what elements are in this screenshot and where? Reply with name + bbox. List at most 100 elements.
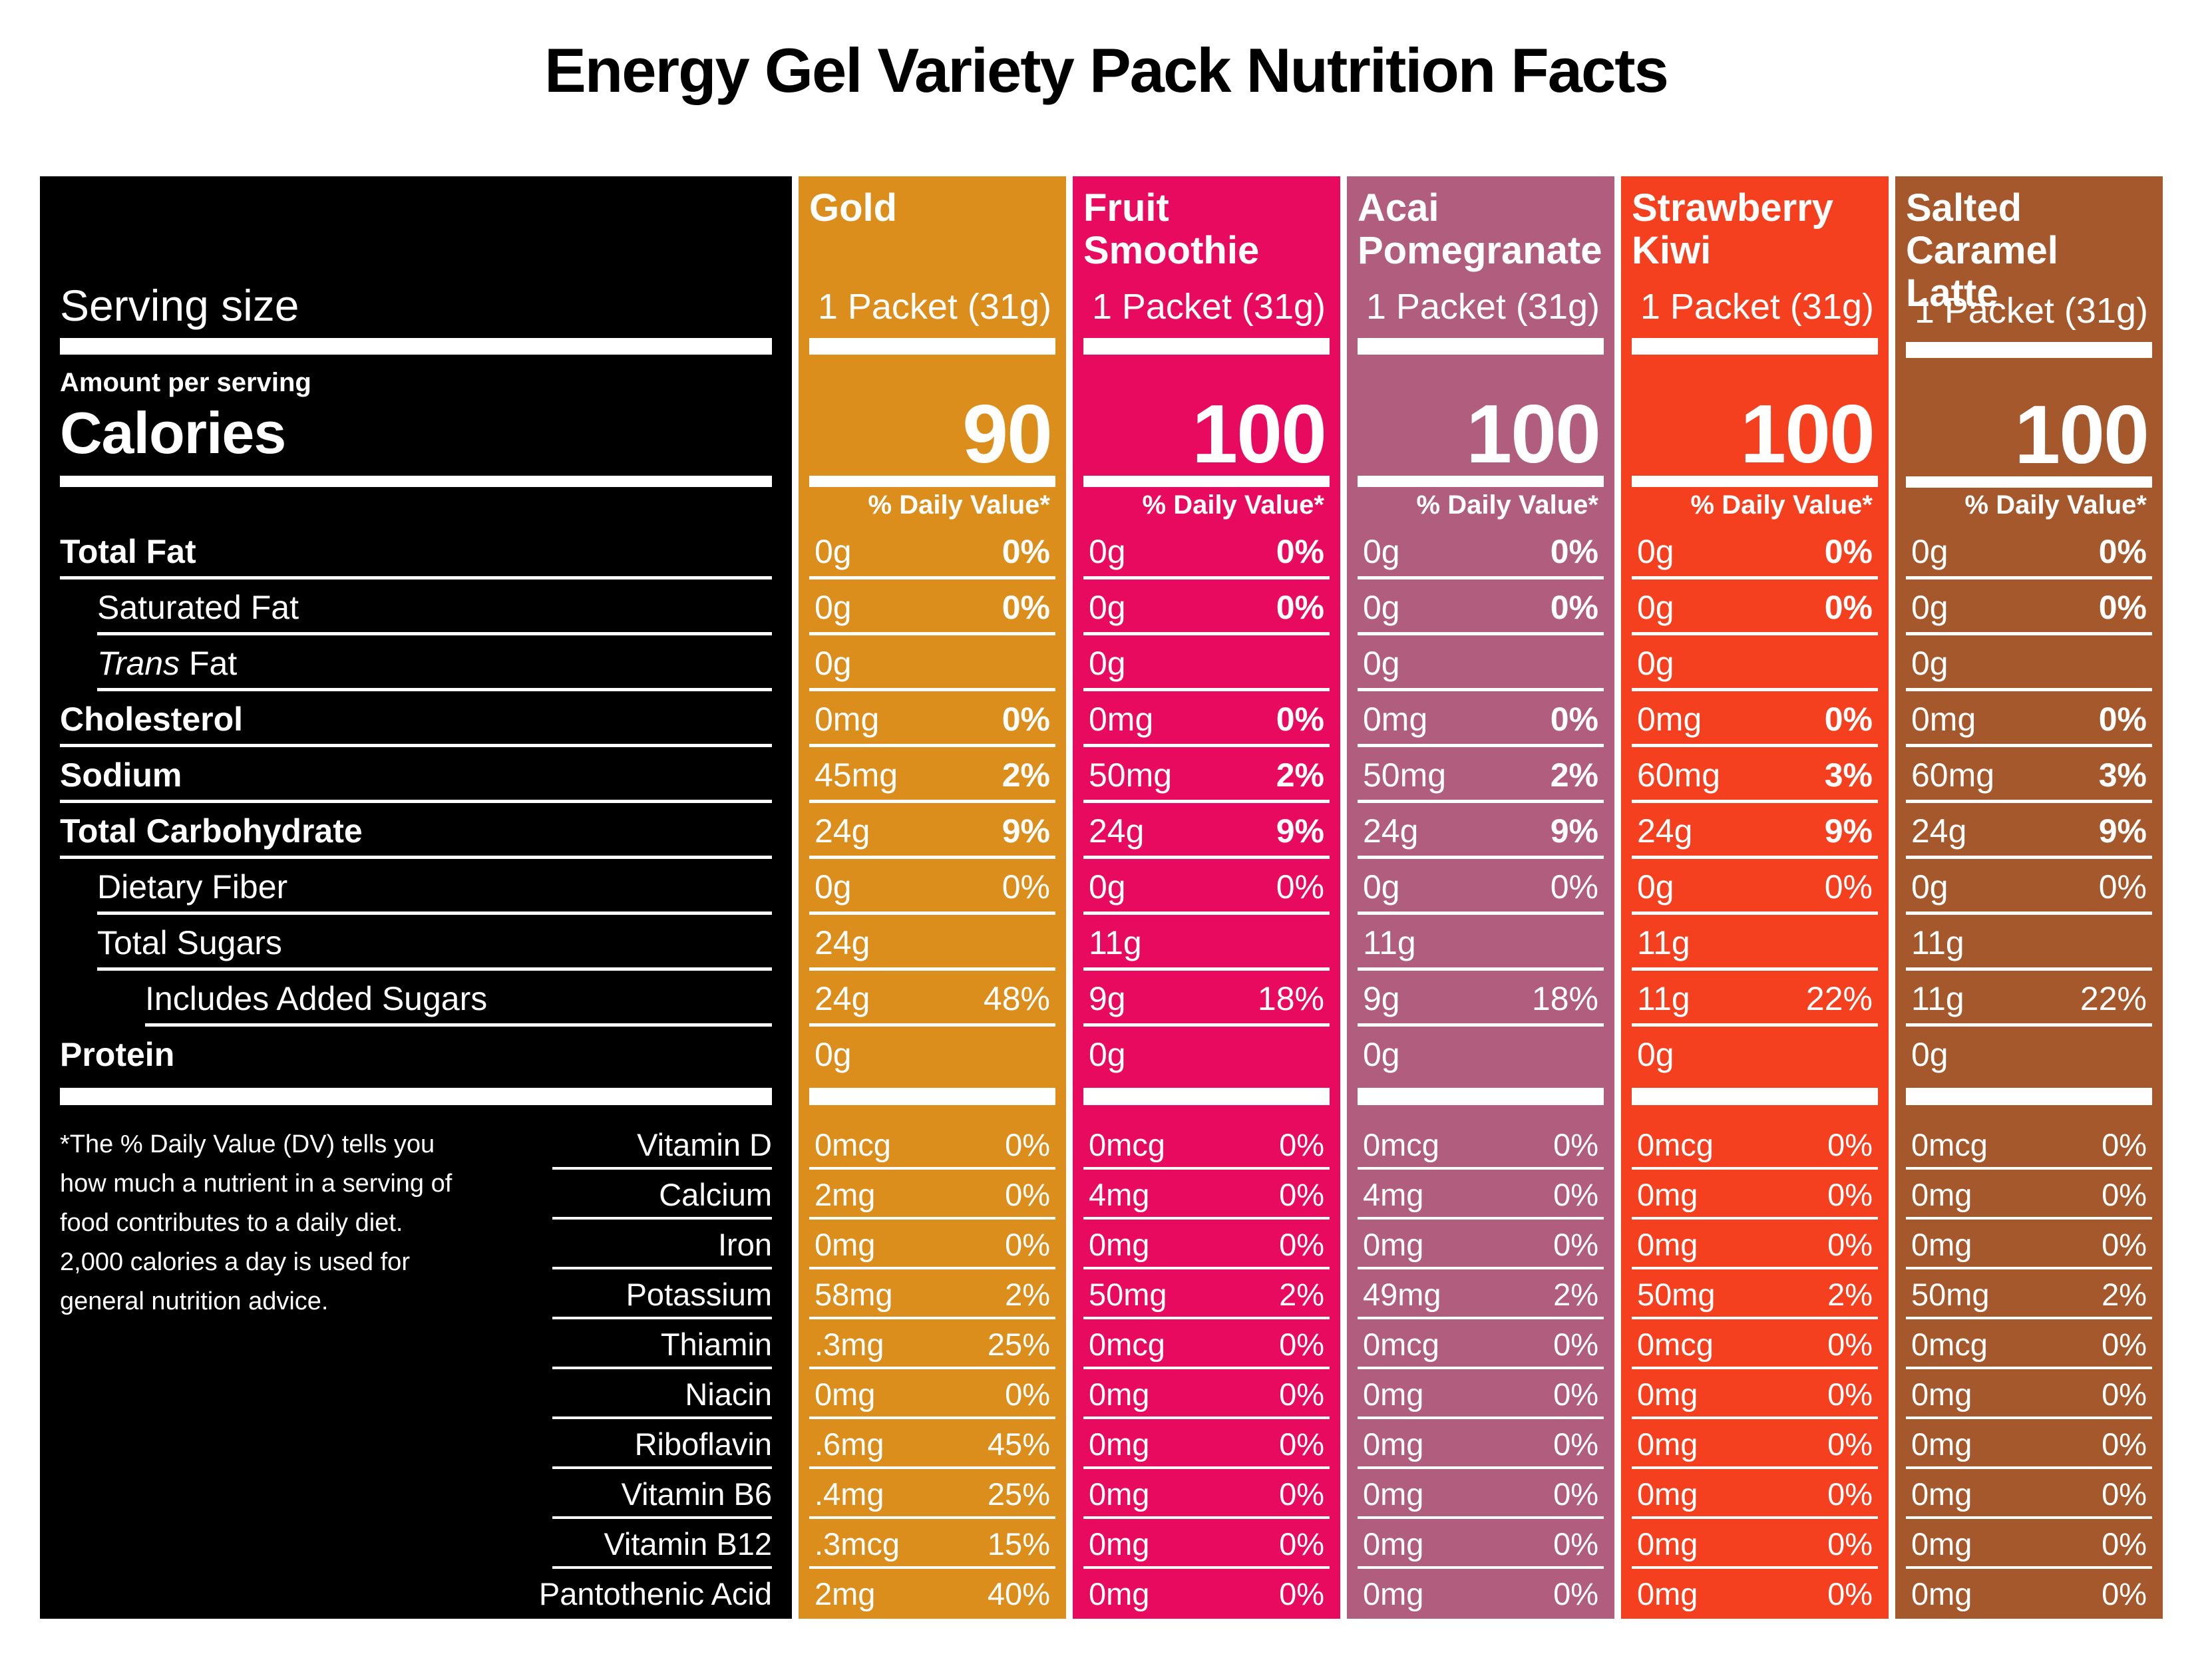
vitamin-amount: 0mg [1911,1377,1972,1412]
flavor-column-gold: Gold 1 Packet (31g) 90% Daily Value* 0g 0% 0g… [799,176,1066,1619]
nutrient-row: 0mg 0% [809,691,1055,747]
vitamin-row: 4mg 0% [1083,1170,1330,1220]
vitamin-amount: 0mcg [1089,1127,1165,1162]
nutrient-row: 0g 0% [1083,859,1330,915]
vitamin-daily-value: 40% [987,1576,1050,1611]
amount-per-serving-label: Amount per serving [60,367,311,397]
vitamin-row: 0mg 0% [1083,1469,1330,1519]
nutrient-amount: 0g [1637,1036,1674,1073]
nutrient-daily-value: 0% [1824,868,1873,906]
nutrient-daily-value: 2% [1550,756,1598,794]
vitamin-row: 50mg 2% [1083,1269,1330,1319]
vitamin-amount: 0mg [815,1227,876,1262]
nutrient-daily-value: 9% [1002,812,1050,850]
nutrient-amount: 0g [1637,645,1674,682]
nutrient-daily-value: 0% [1002,701,1050,738]
flavor-calories-block: 100 [1073,364,1340,476]
nutrient-row: 11g 22% [1632,971,1878,1027]
divider-bar-thick-2 [809,1088,1055,1105]
nutrient-value-rows: 0g 0% 0g 0% 0g 0mg 0% 45mg 2% 24g 9% 0g 0% 24g 24g 48% 0… [799,524,1066,1082]
vitamin-daily-value: 0% [2102,1177,2147,1212]
vitamin-row: .3mg 25% [809,1319,1055,1369]
nutrient-row: 50mg 2% [1083,747,1330,803]
nutrient-daily-value: 0% [1550,533,1598,570]
nutrient-amount: 0g [1363,589,1400,626]
nutrient-label-row: Total Sugars [60,915,772,971]
vitamin-amount: 0mg [1911,1526,1972,1562]
nutrient-daily-value: 0% [1276,589,1324,626]
daily-value-header: % Daily Value* [1416,490,1598,520]
vitamin-row: 0mg 0% [1906,1469,2152,1519]
nutrient-row: 0g [809,1027,1055,1082]
vitamin-daily-value: 2% [1553,1277,1598,1312]
flavor-column-fruit-smoothie: Fruit Smoothie 1 Packet (31g) 100 % Daily V… [1073,176,1340,1619]
vitamin-amount: 0mg [1637,1227,1698,1262]
vitamin-daily-value: 0% [1279,1227,1324,1262]
flavor-name: Salted Caramel Latte [1906,186,2058,315]
vitamin-amount: 0mg [1911,1476,1972,1512]
vitamin-row: 0mg 0% [1358,1519,1604,1569]
vitamin-amount: 0mcg [815,1127,891,1162]
vitamin-amount: 0mcg [1363,1327,1439,1362]
vitamin-daily-value: 0% [1279,1377,1324,1412]
nutrient-amount: 11g [1363,924,1416,961]
nutrient-row: 50mg 2% [1358,747,1604,803]
vitamin-amount: 0mg [1637,1177,1698,1212]
nutrient-daily-value: 0% [1550,868,1598,906]
nutrient-row: 11g [1906,915,2152,971]
vitamin-daily-value: 25% [987,1327,1050,1362]
nutrient-daily-value: 9% [1276,812,1324,850]
footnote-and-vitamins: *The % Daily Value (DV) tells you how mu… [40,1105,792,1619]
vitamin-label-row: Potassium [459,1269,772,1319]
nutrient-row: 0mg 0% [1632,691,1878,747]
nutrient-amount: 0mg [815,701,880,738]
vitamin-row: 49mg 2% [1358,1269,1604,1319]
nutrient-amount: 0g [1089,589,1126,626]
nutrient-amount: 0g [815,645,852,682]
nutrient-row: 0mg 0% [1358,691,1604,747]
vitamin-amount: 4mg [1089,1177,1150,1212]
vitamin-row: 0mg 0% [1083,1419,1330,1469]
nutrient-row: 0g [1083,1027,1330,1082]
nutrient-amount: 9g [1363,980,1400,1017]
nutrient-daily-value: 9% [1824,812,1873,850]
nutrient-row: 0g 0% [809,859,1055,915]
nutrient-daily-value: 3% [1824,756,1873,794]
vitamin-daily-value: 2% [2102,1277,2147,1312]
nutrient-amount: 0g [1637,533,1674,570]
vitamin-daily-value: 0% [1553,1377,1598,1412]
vitamin-amount: 0mg [1089,1377,1150,1412]
vitamin-label-row: Vitamin D [459,1120,772,1170]
nutrient-amount: 0g [1089,868,1126,906]
nutrient-row: 0g 0% [809,524,1055,580]
nutrient-daily-value: 18% [1531,980,1598,1017]
nutrient-row: 24g 9% [1083,803,1330,859]
vitamin-row: 0mcg 0% [1906,1120,2152,1170]
nutrient-amount: 0g [1911,589,1948,626]
nutrient-amount: 0g [1637,868,1674,906]
vitamin-daily-value: 0% [1553,1426,1598,1462]
vitamin-amount: 0mg [1637,1476,1698,1512]
vitamin-value-rows: 0mcg 0% 0mg 0% 0mg 0% 50mg 2% 0mcg 0% 0mg 0% 0mg 0% 0m… [1895,1105,2163,1619]
flavor-serving-size: 1 Packet (31g) [1914,291,2148,331]
divider-bar-thin [1358,475,1604,487]
nutrient-amount: 45mg [815,756,898,794]
nutrient-row: 0g 0% [1632,859,1878,915]
nutrient-row: 0mg 0% [1906,691,2152,747]
nutrient-label: Total Sugars [97,924,282,961]
nutrient-row: 0g 0% [1358,580,1604,635]
nutrient-amount: 0g [1911,533,1948,570]
nutrient-row: 0g 0% [1632,524,1878,580]
vitamin-daily-value: 0% [2102,1576,2147,1611]
vitamin-amount: 2mg [815,1177,876,1212]
nutrient-amount: 24g [1637,812,1693,850]
vitamin-daily-value: 0% [1827,1127,1873,1162]
vitamin-daily-value: 0% [1279,1576,1324,1611]
nutrient-value-rows: 0g 0% 0g 0% 0g 0mg 0% 60mg 3% 24g 9% 0g 0% 11g 11g 22% 0… [1895,524,2163,1082]
flavor-column-salted-caramel-latte: Salted Caramel Latte 1 Packet (31g) 100 % D… [1895,176,2163,1619]
vitamin-amount: 0mg [1637,1576,1698,1611]
vitamin-daily-value: 0% [1279,1526,1324,1562]
vitamin-amount: .3mg [815,1327,884,1362]
vitamin-value-rows: 0mcg 0% 0mg 0% 0mg 0% 50mg 2% 0mcg 0% 0mg 0% 0mg 0% 0m… [1621,1105,1889,1619]
nutrient-label-row: Saturated Fat [60,580,772,635]
